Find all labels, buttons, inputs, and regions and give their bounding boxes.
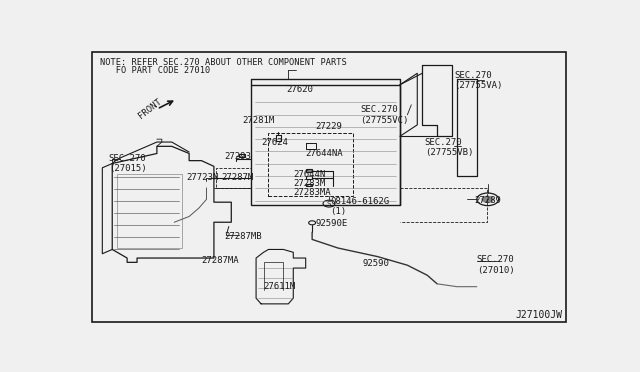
Text: 27644N: 27644N — [293, 170, 326, 179]
Text: 27289: 27289 — [474, 196, 501, 205]
Bar — [216, 168, 251, 188]
Text: FRONT: FRONT — [137, 97, 164, 121]
Text: 27287MB: 27287MB — [224, 232, 262, 241]
Text: 27229: 27229 — [316, 122, 342, 131]
Text: 27624: 27624 — [261, 138, 288, 147]
Text: 92590E: 92590E — [316, 219, 348, 228]
Text: 27283MA: 27283MA — [293, 187, 331, 197]
Circle shape — [481, 196, 494, 203]
Bar — [306, 169, 312, 172]
Text: FO PART CODE 27010: FO PART CODE 27010 — [100, 66, 210, 75]
Text: 27611M: 27611M — [264, 282, 296, 291]
Text: SEC.270
(27015): SEC.270 (27015) — [109, 154, 147, 173]
Text: SEC.270
(27755VC): SEC.270 (27755VC) — [360, 105, 408, 125]
Text: 27293: 27293 — [224, 152, 251, 161]
Text: SEC.270
(27755VB): SEC.270 (27755VB) — [425, 138, 473, 157]
Text: S: S — [327, 201, 331, 206]
Bar — [251, 85, 400, 205]
Bar — [306, 183, 312, 186]
Text: 27620: 27620 — [286, 84, 313, 93]
Bar — [269, 134, 353, 196]
Text: 27281M: 27281M — [243, 116, 275, 125]
Text: J27100JW: J27100JW — [515, 310, 562, 320]
Text: 27287MA: 27287MA — [202, 256, 239, 265]
Text: 92590: 92590 — [363, 259, 390, 268]
Text: 27644NA: 27644NA — [306, 149, 343, 158]
Text: NOTE: REFER SEC.270 ABOUT OTHER COMPONENT PARTS: NOTE: REFER SEC.270 ABOUT OTHER COMPONEN… — [100, 58, 347, 67]
Text: SEC.270
(27755VA): SEC.270 (27755VA) — [454, 71, 503, 90]
Text: 27283M: 27283M — [293, 179, 326, 188]
Bar — [117, 173, 182, 248]
Bar — [306, 176, 312, 179]
Text: 27287M: 27287M — [221, 173, 253, 182]
Text: 27723N: 27723N — [187, 173, 219, 182]
Bar — [239, 154, 244, 157]
Text: 08146-6162G
(1): 08146-6162G (1) — [330, 197, 390, 216]
Text: SEC.270
(27010): SEC.270 (27010) — [477, 256, 515, 275]
